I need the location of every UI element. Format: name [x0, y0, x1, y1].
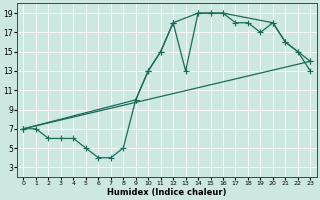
X-axis label: Humidex (Indice chaleur): Humidex (Indice chaleur)	[107, 188, 227, 197]
